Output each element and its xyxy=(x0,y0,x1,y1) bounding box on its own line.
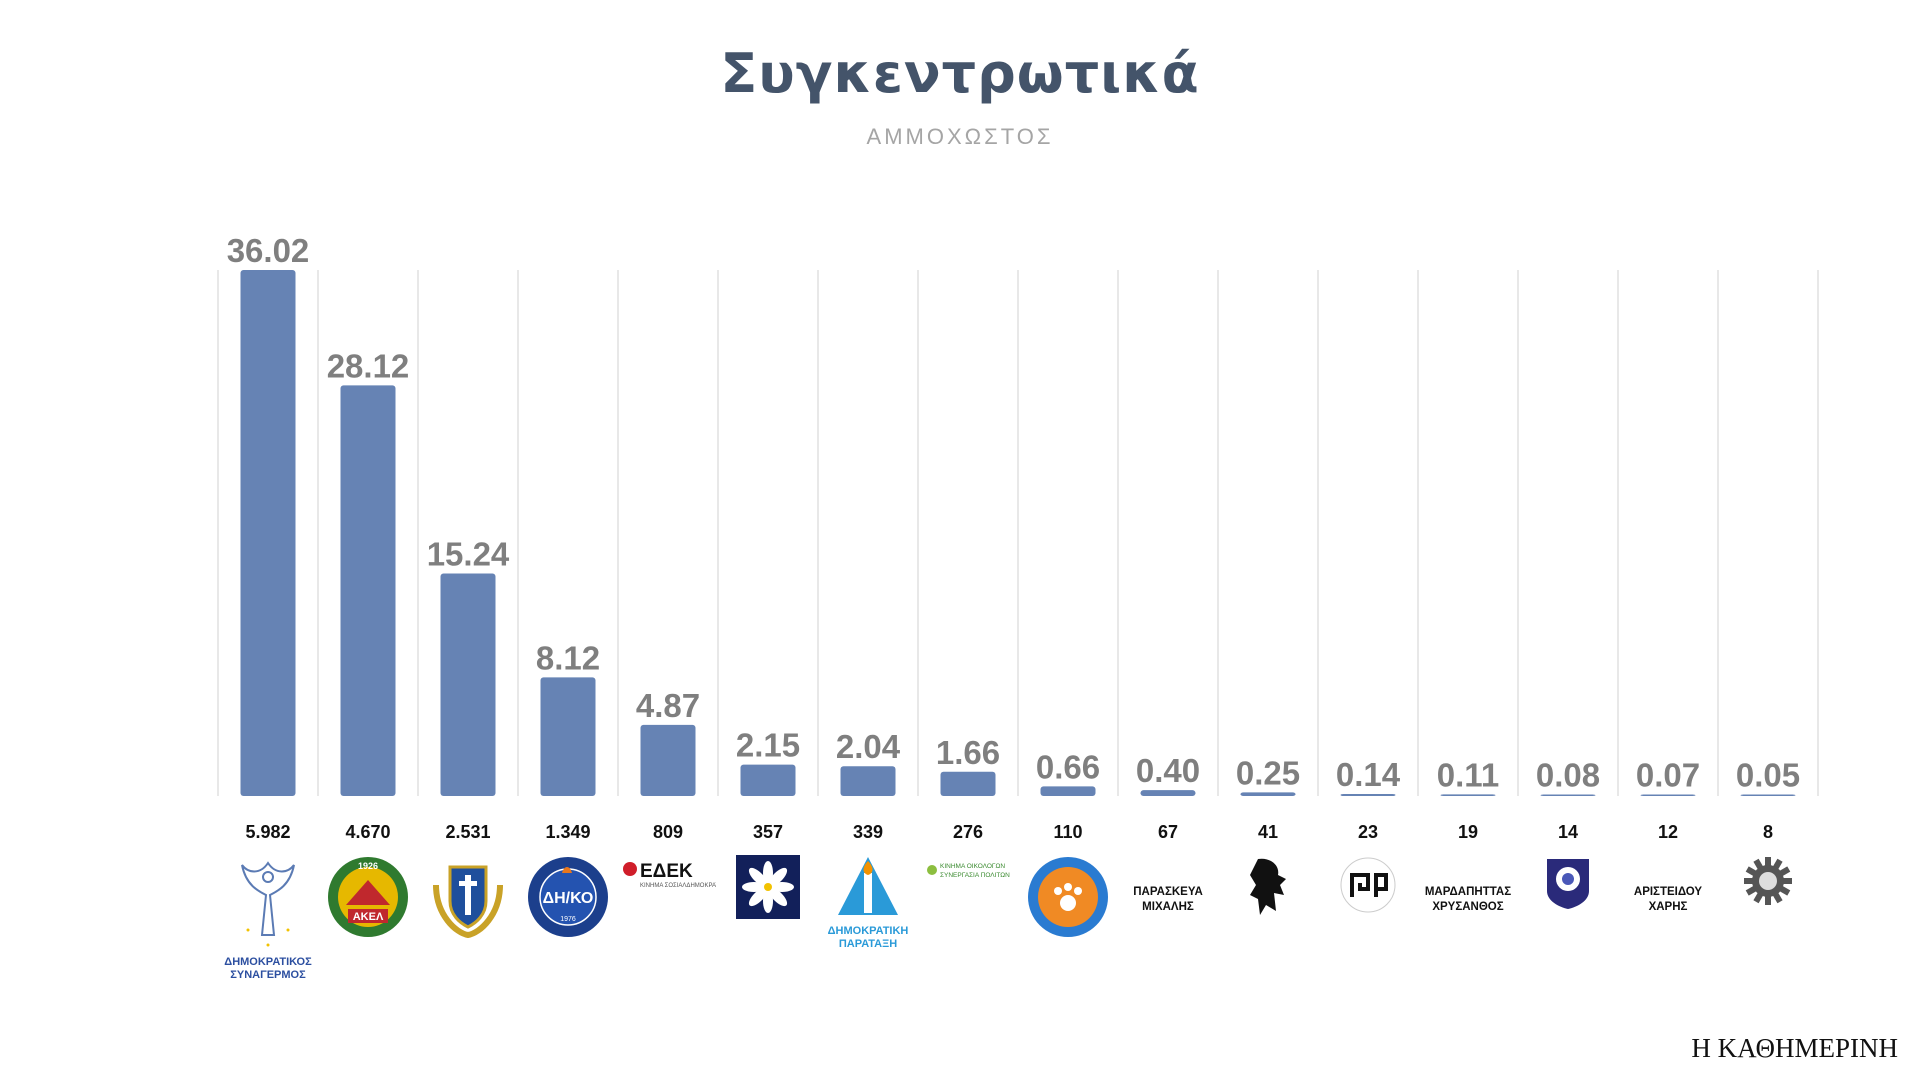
svg-text:1926: 1926 xyxy=(358,861,378,871)
bar-value-label: 0.07 xyxy=(1636,757,1700,794)
bar-value-label: 36.02 xyxy=(227,232,310,269)
vote-count-label: 12 xyxy=(1658,822,1678,842)
svg-text:ΕΔΕΚ: ΕΔΕΚ xyxy=(640,861,693,882)
svg-text:ΚΙΝΗΜΑ ΣΟΣΙΑΛΔΗΜΟΚΡΑΤΩΝ: ΚΙΝΗΜΑ ΣΟΣΙΑΛΔΗΜΟΚΡΑΤΩΝ xyxy=(640,883,716,889)
vote-count-label: 23 xyxy=(1358,822,1378,842)
angel-logo-icon xyxy=(218,855,318,950)
party-logo-cell: ΔΗΜΟΚΡΑΤΙΚΗ ΠΑΡΑΤΑΞΗ xyxy=(818,855,918,985)
bar xyxy=(540,677,596,796)
party-logo-cell xyxy=(718,855,818,985)
bar xyxy=(1540,794,1596,796)
party-logo-cell: ΚΙΝΗΜΑ ΟΙΚΟΛΟΓΩΝ ΣΥΝΕΡΓΑΣΙΑ ΠΟΛΙΤΩΝ xyxy=(918,855,1018,985)
party-logo-cell: ΑΚΕΛ 1926 xyxy=(318,855,418,985)
party-logo-cell: ΑΡΙΣΤΕΙΔΟΥ ΧΑΡΗΣ xyxy=(1618,855,1718,985)
party-logo-cell xyxy=(1318,855,1418,985)
party-logo-cell: ΠΑΡΑΣΚΕΥΑ ΜΙΧΑΛΗΣ xyxy=(1118,855,1218,985)
bar-value-label: 0.40 xyxy=(1136,752,1200,789)
vote-count-label: 4.670 xyxy=(345,822,390,842)
bar-value-label: 0.11 xyxy=(1437,756,1499,793)
candidate-name-label: ΠΑΡΑΣΚΕΥΑ ΜΙΧΑΛΗΣ xyxy=(1133,886,1203,913)
party-logo-cell xyxy=(418,855,518,985)
meander-logo-icon xyxy=(1318,855,1418,915)
lion-logo-icon xyxy=(1218,855,1318,919)
bar-value-label: 8.12 xyxy=(536,639,600,676)
vote-count-label: 2.531 xyxy=(445,822,490,842)
bar xyxy=(1440,794,1496,796)
party-logo-cell: ΔΗ/ΚΟ 1976 xyxy=(518,855,618,985)
party-logo-caption: ΔΗΜΟΚΡΑΤΙΚΗ ΠΑΡΑΤΑΞΗ xyxy=(827,925,909,950)
bar xyxy=(840,766,896,796)
bar xyxy=(1040,786,1096,796)
bar-value-label: 0.08 xyxy=(1536,757,1600,794)
brand-logo: Η ΚΑΘΗΜΕΡΙΝΗ xyxy=(1691,1033,1898,1063)
svg-text:1976: 1976 xyxy=(560,916,576,923)
bar-value-label: 0.14 xyxy=(1336,756,1401,793)
bar-value-label: 1.66 xyxy=(936,734,1000,771)
party-logo-cell xyxy=(1518,855,1618,985)
vote-count-label: 41 xyxy=(1258,822,1278,842)
bar-value-label: 2.04 xyxy=(836,728,901,765)
bar-value-label: 0.66 xyxy=(1036,748,1100,785)
vote-count-label: 8 xyxy=(1763,822,1773,842)
svg-text:ΣΥΝΕΡΓΑΣΙΑ ΠΟΛΙΤΩΝ: ΣΥΝΕΡΓΑΣΙΑ ΠΟΛΙΤΩΝ xyxy=(940,872,1010,879)
animal-party-logo-icon xyxy=(1018,855,1118,939)
bar xyxy=(340,385,396,796)
party-logo-cell: ΔΗΜΟΚΡΑΤΙΚΟΣ ΣΥΝΑΓΕΡΜΟΣ xyxy=(218,855,318,985)
svg-text:ΑΚΕΛ: ΑΚΕΛ xyxy=(353,911,384,923)
bar-chart: 36.02 5.982 28.12 4.670 15.24 2.531 8.12 1.349 4… xyxy=(217,232,1819,842)
bar-value-label: 2.15 xyxy=(736,727,800,764)
vote-count-label: 339 xyxy=(853,822,883,842)
akel-logo-icon: ΑΚΕΛ 1926 xyxy=(318,855,418,939)
flower-logo-icon xyxy=(718,855,818,919)
page-subtitle: ΑΜΜΟΧΩΣΤΟΣ xyxy=(866,124,1054,149)
party-logo-caption: ΔΗΜΟΚΡΑΤΙΚΟΣ ΣΥΝΑΓΕΡΜΟΣ xyxy=(224,956,312,981)
bar xyxy=(1240,792,1296,796)
party-logo-cell xyxy=(1718,855,1818,985)
vote-count-label: 67 xyxy=(1158,822,1178,842)
page-title: Συγκεντρωτικά xyxy=(720,42,1200,105)
svg-text:ΚΙΝΗΜΑ ΟΙΚΟΛΟΓΩΝ: ΚΙΝΗΜΑ ΟΙΚΟΛΟΓΩΝ xyxy=(940,863,1005,870)
candidate-name-label: ΑΡΙΣΤΕΙΔΟΥ ΧΑΡΗΣ xyxy=(1633,886,1703,913)
vote-count-label: 1.349 xyxy=(545,822,590,842)
bar-value-label: 0.05 xyxy=(1736,757,1800,794)
diko-logo-icon: ΔΗ/ΚΟ 1976 xyxy=(518,855,618,939)
vote-count-label: 357 xyxy=(753,822,783,842)
bar xyxy=(1640,794,1696,796)
bar xyxy=(1140,790,1196,796)
bar xyxy=(1740,794,1796,796)
svg-text:ΔΗ/ΚΟ: ΔΗ/ΚΟ xyxy=(543,890,594,907)
bar xyxy=(240,270,296,796)
bar-value-label: 4.87 xyxy=(636,687,700,724)
elam-shield-icon xyxy=(418,855,518,939)
vote-count-label: 5.982 xyxy=(245,822,290,842)
bar-value-label: 28.12 xyxy=(327,347,410,384)
bar xyxy=(440,573,496,796)
vote-count-label: 276 xyxy=(953,822,983,842)
purple-shield-icon xyxy=(1518,855,1618,911)
vote-count-label: 19 xyxy=(1458,822,1478,842)
candidate-name-label: ΜΑΡΔΑΠΗΤΤΑΣ ΧΡΥΣΑΝΘΟΣ xyxy=(1424,886,1512,913)
bar-value-label: 0.25 xyxy=(1236,754,1300,791)
vote-count-label: 809 xyxy=(653,822,683,842)
bar xyxy=(940,771,996,796)
bar xyxy=(740,764,796,796)
gear-logo-icon xyxy=(1718,855,1818,907)
bar xyxy=(640,724,696,796)
ecologists-logo-icon: ΚΙΝΗΜΑ ΟΙΚΟΛΟΓΩΝ ΣΥΝΕΡΓΑΣΙΑ ΠΟΛΙΤΩΝ xyxy=(918,855,1018,885)
bar-value-label: 15.24 xyxy=(427,535,510,572)
party-logo-cell: ΜΑΡΔΑΠΗΤΤΑΣ ΧΡΥΣΑΝΘΟΣ xyxy=(1418,855,1518,985)
vote-count-label: 110 xyxy=(1053,822,1082,842)
party-logo-cell xyxy=(1218,855,1318,985)
party-logo-cell xyxy=(1018,855,1118,985)
torch-logo-icon xyxy=(818,855,918,919)
vote-count-label: 14 xyxy=(1558,822,1578,842)
bar xyxy=(1340,793,1396,796)
